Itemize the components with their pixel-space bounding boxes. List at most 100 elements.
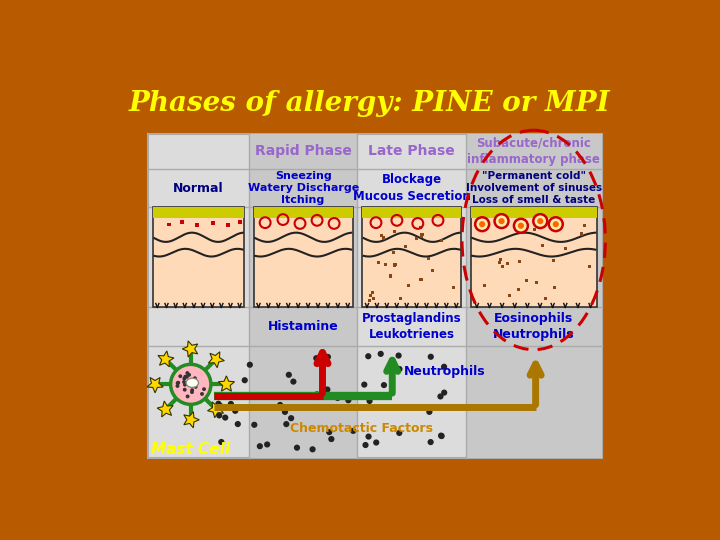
Circle shape (187, 373, 191, 377)
Circle shape (328, 436, 335, 442)
Circle shape (437, 393, 444, 400)
Circle shape (247, 362, 253, 368)
Bar (407, 284, 410, 287)
Circle shape (396, 366, 402, 372)
Bar (419, 226, 422, 228)
Circle shape (313, 355, 320, 361)
Circle shape (438, 433, 445, 439)
Circle shape (186, 395, 189, 399)
Bar (392, 251, 395, 254)
Circle shape (182, 380, 186, 384)
Circle shape (346, 397, 351, 403)
Bar (384, 262, 387, 266)
Bar (498, 261, 501, 264)
Circle shape (222, 415, 228, 421)
Circle shape (438, 433, 444, 438)
Circle shape (218, 439, 225, 445)
Circle shape (479, 221, 485, 227)
Bar (253, 207, 353, 307)
Text: Sneezing
Watery Discharge
Itching: Sneezing Watery Discharge Itching (248, 171, 359, 205)
Circle shape (426, 409, 433, 415)
Bar (393, 230, 396, 233)
Circle shape (242, 377, 248, 383)
Bar (368, 299, 371, 302)
Bar (508, 294, 511, 297)
Circle shape (184, 375, 187, 379)
Polygon shape (218, 376, 235, 391)
Circle shape (310, 446, 315, 453)
Circle shape (283, 421, 289, 427)
Circle shape (396, 430, 402, 436)
Text: Rapid Phase: Rapid Phase (255, 144, 351, 158)
Bar (362, 207, 462, 307)
Polygon shape (147, 377, 163, 393)
Bar (211, 221, 215, 225)
Bar (153, 207, 244, 218)
Circle shape (314, 392, 320, 397)
Bar (452, 286, 455, 289)
Bar (420, 235, 423, 239)
Text: Phases of allergy: PINE or MPI: Phases of allergy: PINE or MPI (128, 90, 610, 117)
Bar (226, 224, 230, 227)
Circle shape (361, 382, 367, 388)
Bar (180, 220, 184, 224)
Bar (372, 297, 375, 300)
Text: Neutrophils: Neutrophils (404, 364, 485, 378)
Circle shape (373, 440, 379, 445)
Text: Prostaglandins
Leukotrienes: Prostaglandins Leukotrienes (362, 312, 462, 341)
Text: Blockage
Mucous Secretion: Blockage Mucous Secretion (353, 173, 470, 202)
Circle shape (290, 379, 297, 384)
Bar (238, 220, 242, 224)
Circle shape (381, 382, 387, 388)
Bar (362, 207, 462, 218)
Bar (554, 286, 557, 289)
Circle shape (395, 353, 402, 359)
Bar (371, 291, 374, 294)
Bar (544, 297, 547, 300)
Bar (380, 234, 383, 238)
Circle shape (537, 218, 544, 224)
Bar (580, 232, 583, 235)
Circle shape (325, 354, 331, 360)
Bar (394, 263, 397, 266)
Bar (483, 284, 487, 287)
Bar (377, 261, 380, 264)
Circle shape (286, 372, 292, 378)
Bar (393, 264, 396, 267)
Text: Mast Cell: Mast Cell (151, 442, 230, 457)
Bar (369, 294, 372, 297)
Circle shape (366, 434, 372, 440)
Bar (552, 259, 555, 262)
Circle shape (190, 390, 194, 394)
Circle shape (294, 444, 300, 451)
Bar (535, 281, 539, 285)
Circle shape (182, 377, 186, 381)
Ellipse shape (186, 378, 199, 387)
Circle shape (335, 395, 341, 401)
Circle shape (514, 219, 528, 233)
Bar (400, 298, 402, 300)
Circle shape (176, 384, 179, 388)
Bar (471, 207, 597, 307)
Circle shape (176, 381, 179, 385)
Circle shape (377, 351, 384, 357)
Circle shape (200, 392, 204, 396)
Bar (582, 224, 586, 227)
Circle shape (235, 421, 241, 427)
Text: Chemotactic Factors: Chemotactic Factors (289, 422, 433, 435)
Bar (518, 227, 522, 230)
Circle shape (183, 388, 186, 392)
Bar (382, 237, 385, 240)
Bar (249, 134, 357, 457)
Circle shape (186, 382, 190, 386)
Bar (517, 288, 520, 292)
Circle shape (202, 387, 206, 391)
Circle shape (251, 422, 258, 428)
Circle shape (326, 429, 333, 435)
Circle shape (357, 393, 364, 400)
Bar (389, 274, 392, 278)
Circle shape (232, 408, 238, 414)
Bar (505, 261, 509, 265)
Circle shape (288, 415, 294, 421)
Circle shape (428, 354, 434, 360)
